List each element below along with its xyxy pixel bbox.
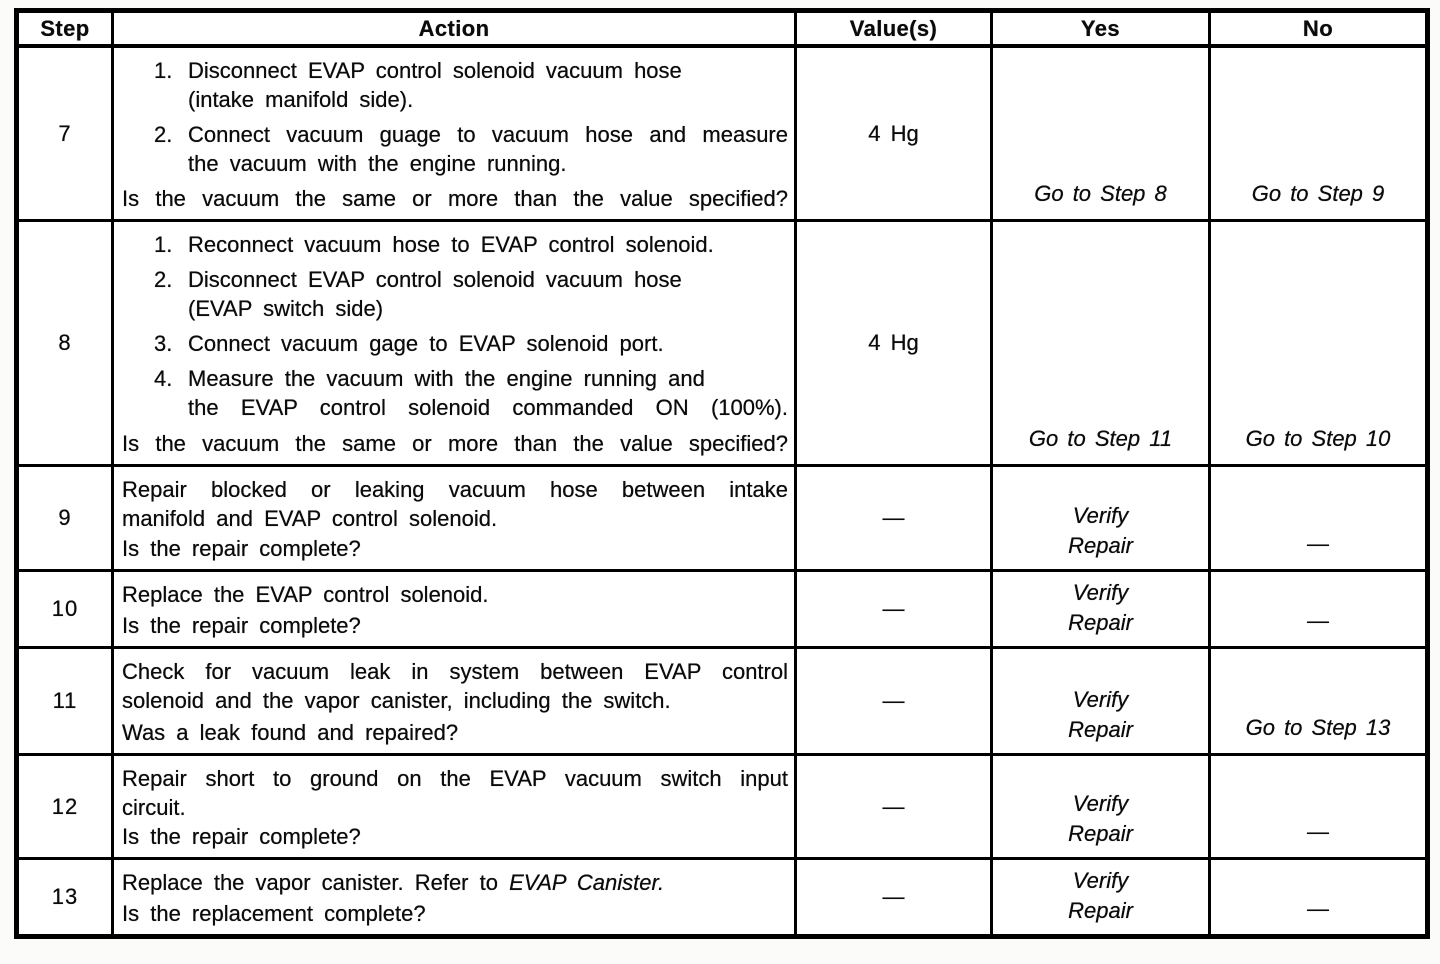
decision-question: Is the replacement complete?	[122, 901, 426, 926]
scanned-page: Step Action Value(s) Yes No 7 1. Disconn…	[14, 8, 1430, 939]
action-item: 1. Disconnect EVAP control solenoid vacu…	[122, 56, 790, 114]
action-item: 2. Connect vacuum guage to vacuum hose a…	[122, 120, 790, 178]
table-row-step-9: 9 Repair blocked or leaking vacuum hose …	[15, 464, 1429, 572]
action-cell: 1. Reconnect vacuum hose to EVAP control…	[116, 224, 793, 463]
step-number: 12	[51, 793, 79, 819]
item-number: 4.	[154, 366, 173, 391]
step-number: 7	[58, 120, 72, 146]
item-text: Measure the vacuum with the engine runni…	[188, 366, 788, 420]
value-cell: 4 Hg	[868, 120, 919, 146]
no-cell: —	[1307, 531, 1329, 556]
action-cell: Replace the EVAP control solenoid. Is th…	[116, 574, 793, 645]
action-item: 1. Reconnect vacuum hose to EVAP control…	[122, 230, 790, 259]
yes-line: Verify	[1072, 580, 1129, 605]
action-text: Replace the vapor canister. Refer to EVA…	[122, 868, 790, 897]
value-cell: —	[882, 793, 905, 819]
table-row-step-7: 7 1. Disconnect EVAP control solenoid va…	[15, 44, 1429, 222]
yes-cell: Verify Repair	[995, 469, 1207, 568]
yes-line: Repair	[1068, 821, 1133, 846]
column-header-action: Action	[111, 9, 797, 48]
column-header-no: No	[1208, 9, 1429, 48]
no-cell: —	[1307, 819, 1329, 844]
yes-cell: Verify Repair	[995, 574, 1207, 645]
value-cell: —	[882, 688, 905, 713]
table-row-step-13: 13 Replace the vapor canister. Refer to …	[15, 857, 1429, 938]
yes-line: Repair	[1068, 610, 1133, 635]
decision-question: Is the repair complete?	[122, 824, 361, 849]
no-cell: Go to Step 10	[1245, 426, 1391, 451]
action-cell: Repair blocked or leaking vacuum hose be…	[116, 469, 793, 568]
yes-cell: Verify Repair	[995, 758, 1207, 856]
no-cell: Go to Step 9	[1251, 181, 1385, 206]
step-number: 8	[58, 330, 72, 355]
yes-cell: Go to Step 11	[1028, 426, 1173, 451]
header-row: Step Action Value(s) Yes No	[15, 9, 1429, 48]
yes-line: Verify	[1072, 791, 1129, 816]
table-row-step-8: 8 1. Reconnect vacuum hose to EVAP contr…	[15, 219, 1429, 467]
step-number: 11	[52, 688, 78, 713]
action-item: 2. Disconnect EVAP control solenoid vacu…	[122, 265, 790, 323]
diagnostic-table: Step Action Value(s) Yes No 7 1. Disconn…	[14, 8, 1430, 939]
action-cell: 1. Disconnect EVAP control solenoid vacu…	[116, 49, 793, 218]
decision-question: Is the repair complete?	[122, 613, 361, 638]
action-text: Replace the EVAP control solenoid.	[122, 582, 489, 607]
action-text: Repair short to ground on the EVAP vacuu…	[122, 766, 788, 820]
decision-question: Is the vacuum the same or more than the …	[122, 186, 788, 211]
item-number: 3.	[154, 331, 173, 356]
yes-cell: Go to Step 8	[1034, 181, 1167, 206]
item-text: Connect vacuum guage to vacuum hose and …	[188, 122, 788, 176]
column-header-values: Value(s)	[794, 9, 993, 48]
item-number: 2.	[154, 267, 173, 292]
item-text: Disconnect EVAP control solenoid vacuum …	[188, 267, 682, 321]
action-item: 3. Connect vacuum gage to EVAP solenoid …	[122, 329, 790, 358]
item-text: Disconnect EVAP control solenoid vacuum …	[188, 58, 682, 112]
action-cell: Repair short to ground on the EVAP vacuu…	[116, 758, 793, 856]
yes-line: Verify	[1072, 687, 1129, 712]
table-row-step-11: 11 Check for vacuum leak in system betwe…	[15, 646, 1429, 756]
yes-line: Repair	[1068, 717, 1133, 742]
action-text-reference: EVAP Canister.	[509, 870, 665, 895]
action-item: 4. Measure the vacuum with the engine ru…	[122, 364, 790, 422]
action-cell: Replace the vapor canister. Refer to EVA…	[116, 862, 793, 934]
action-text: Check for vacuum leak in system between …	[122, 659, 788, 713]
no-cell: —	[1307, 896, 1329, 921]
action-cell: Check for vacuum leak in system between …	[116, 651, 793, 752]
action-text: Repair blocked or leaking vacuum hose be…	[122, 477, 788, 531]
action-text-plain: Replace the vapor canister. Refer to	[122, 870, 510, 895]
yes-line: Repair	[1068, 533, 1133, 558]
yes-line: Verify	[1072, 868, 1129, 893]
yes-cell: Verify Repair	[995, 651, 1207, 752]
item-number: 2.	[154, 122, 173, 147]
value-cell: 4 Hg	[868, 330, 919, 355]
no-cell: —	[1307, 608, 1329, 633]
table-row-step-12: 12 Repair short to ground on the EVAP va…	[15, 753, 1429, 860]
item-number: 1.	[154, 58, 173, 83]
value-cell: —	[882, 505, 905, 530]
item-text: Reconnect vacuum hose to EVAP control so…	[188, 232, 714, 257]
item-number: 1.	[154, 232, 173, 257]
yes-cell: Verify Repair	[995, 862, 1207, 934]
value-cell: —	[882, 884, 905, 909]
column-header-yes: Yes	[990, 9, 1211, 48]
value-cell: —	[882, 596, 905, 621]
step-number: 10	[51, 596, 79, 621]
step-number: 13	[51, 884, 79, 909]
decision-question: Is the repair complete?	[122, 536, 361, 561]
yes-line: Repair	[1068, 898, 1133, 923]
decision-question: Is the vacuum the same or more than the …	[122, 431, 788, 456]
no-cell: Go to Step 13	[1245, 715, 1391, 740]
table-row-step-10: 10 Replace the EVAP control solenoid. Is…	[15, 569, 1429, 649]
decision-question: Was a leak found and repaired?	[122, 720, 459, 745]
item-text: Connect vacuum gage to EVAP solenoid por…	[188, 331, 664, 356]
yes-line: Verify	[1072, 503, 1129, 528]
step-number: 9	[58, 505, 72, 530]
column-header-step: Step	[15, 9, 114, 48]
